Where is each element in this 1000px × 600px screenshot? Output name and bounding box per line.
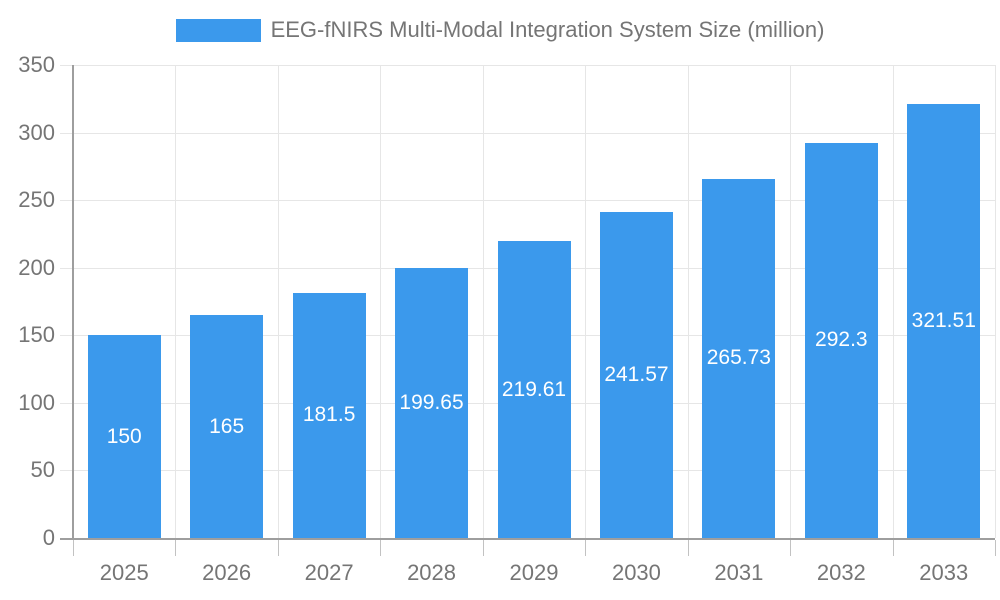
bar[interactable] xyxy=(190,315,264,538)
bar[interactable] xyxy=(292,292,366,538)
v-gridline xyxy=(585,65,587,538)
x-tick-label: 2031 xyxy=(714,560,764,585)
bar-value-label: 321.51 xyxy=(911,308,976,332)
x-tick-label: 2033 xyxy=(919,560,969,585)
x-tick-label: 2027 xyxy=(304,560,354,585)
bar[interactable] xyxy=(599,211,673,538)
v-gridline xyxy=(277,65,279,538)
x-tick-mark xyxy=(585,540,587,556)
y-tick-label: 0 xyxy=(42,525,55,550)
bar-value-label: 150 xyxy=(106,424,142,448)
y-tick-label: 150 xyxy=(18,322,55,348)
bar[interactable] xyxy=(497,241,571,538)
x-tick-mark xyxy=(277,540,279,556)
bar-value-label: 219.61 xyxy=(501,377,567,401)
x-tick-mark xyxy=(892,540,894,556)
y-tick-label: 200 xyxy=(18,254,55,280)
bar[interactable] xyxy=(702,178,776,538)
x-tick-label: 2028 xyxy=(407,560,457,585)
bar[interactable] xyxy=(804,142,878,538)
bar-value-label: 165 xyxy=(209,414,245,438)
y-axis-line xyxy=(72,65,74,540)
legend[interactable]: EEG-fNIRS Multi-Modal Integration System… xyxy=(0,17,1000,43)
v-gridline xyxy=(175,65,177,538)
y-tick-label: 50 xyxy=(30,457,55,483)
bar-value-label: 292.3 xyxy=(815,328,868,352)
v-gridline xyxy=(380,65,382,538)
x-tick-label: 2030 xyxy=(611,560,661,585)
x-tick-label: 2029 xyxy=(509,560,559,585)
x-tick-mark xyxy=(73,540,74,556)
v-gridline xyxy=(790,65,792,538)
v-gridline xyxy=(995,65,996,538)
bar[interactable] xyxy=(907,103,981,538)
bar[interactable] xyxy=(87,335,161,538)
h-gridline xyxy=(60,200,995,202)
x-tick-mark xyxy=(995,540,996,556)
legend-label: EEG-fNIRS Multi-Modal Integration System… xyxy=(270,17,825,42)
y-tick-label: 300 xyxy=(18,119,55,145)
x-tick-mark xyxy=(482,540,484,556)
legend-swatch xyxy=(175,18,261,42)
bar-value-label: 265.73 xyxy=(706,346,771,370)
bar-value-label: 181.5 xyxy=(302,403,356,427)
y-tick-label: 100 xyxy=(18,389,55,415)
bar-value-label: 199.65 xyxy=(399,391,464,415)
h-gridline xyxy=(60,132,995,134)
v-gridline xyxy=(687,65,689,538)
bar[interactable] xyxy=(395,268,469,538)
x-tick-mark xyxy=(687,540,689,556)
h-gridline xyxy=(60,65,995,66)
x-axis-line xyxy=(60,538,995,540)
x-tick-label: 2026 xyxy=(202,560,252,585)
v-gridline xyxy=(892,65,894,538)
bar-value-label: 241.57 xyxy=(604,362,669,386)
x-tick-label: 2032 xyxy=(816,560,866,585)
y-tick-label: 250 xyxy=(18,187,55,213)
v-gridline xyxy=(482,65,484,538)
y-tick-label: 350 xyxy=(18,52,55,77)
x-tick-mark xyxy=(380,540,382,556)
x-tick-label: 2025 xyxy=(99,560,149,585)
x-tick-mark xyxy=(790,540,792,556)
x-tick-mark xyxy=(175,540,177,556)
